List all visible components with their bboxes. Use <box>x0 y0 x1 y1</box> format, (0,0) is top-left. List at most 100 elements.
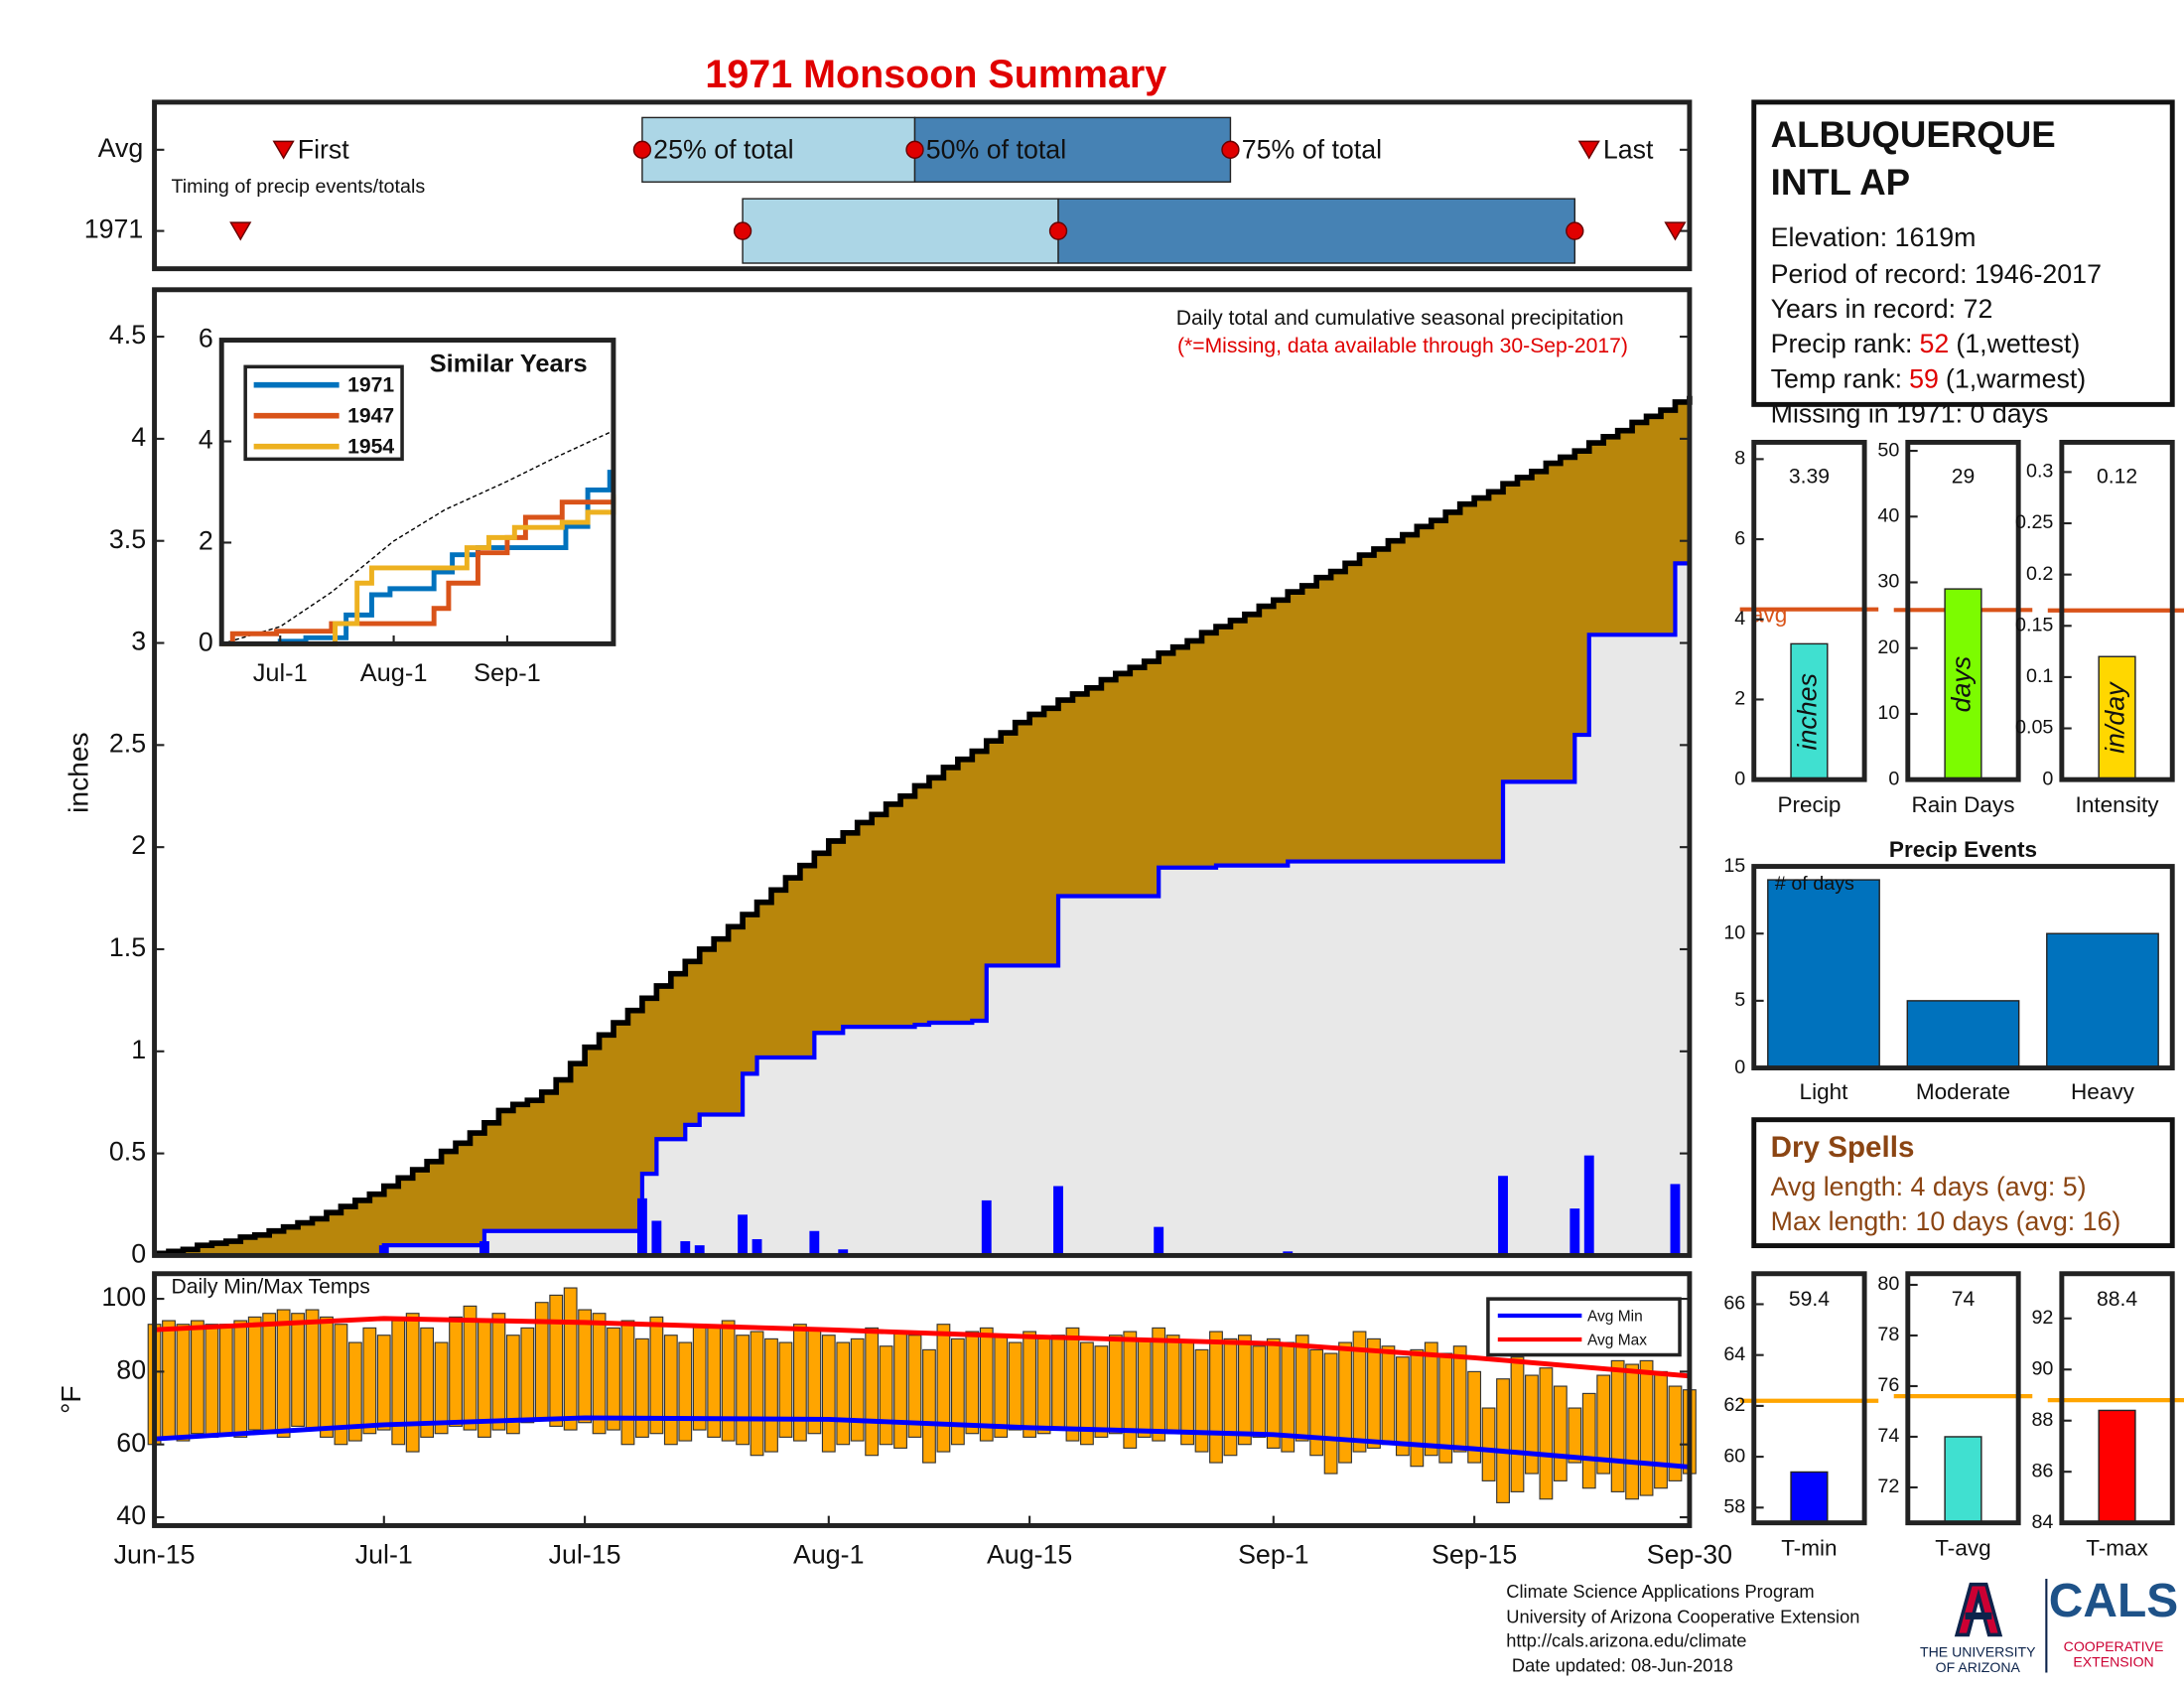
daily-bar <box>651 1220 662 1256</box>
dry-spells-max: Max length: 10 days (avg: 16) <box>1771 1206 2121 1236</box>
event-marker <box>1577 140 1600 160</box>
legend-label: 1947 <box>347 405 394 428</box>
temp-range-bar <box>520 1327 535 1424</box>
y-tick-label: 3 <box>131 627 146 656</box>
annotation: Daily Min/Max Temps <box>171 1275 369 1298</box>
event-marker <box>272 140 295 160</box>
legend-label: 1971 <box>347 374 394 397</box>
value-label: 88.4 <box>2097 1288 2137 1311</box>
rank-label: Temp rank: <box>1771 363 1902 393</box>
temp-range-bar <box>434 1341 449 1435</box>
bar <box>2046 932 2159 1069</box>
footer-line: University of Arizona Cooperative Extens… <box>1506 1606 1859 1626</box>
station-box: ALBUQUERQUE INTL AP Elevation: 1619m Per… <box>1751 99 2175 429</box>
temp-range-bar <box>836 1341 851 1446</box>
y-tick-label: 78 <box>1877 1324 1899 1345</box>
y-tick-label: 40 <box>1877 504 1899 526</box>
annotation: # of days <box>1775 873 1854 895</box>
temp-range-bar <box>1309 1348 1324 1457</box>
avg-temp-line <box>154 1316 1691 1379</box>
value-label: 29 <box>1952 465 1976 488</box>
temp-range-bar <box>505 1335 520 1435</box>
temp-range-bar <box>1008 1341 1023 1431</box>
station-period: Period of record: 1946-2017 <box>1771 259 2102 289</box>
y-tick-label: 0 <box>131 1239 146 1269</box>
daily-bar <box>1570 1208 1580 1256</box>
y-tick-label: 72 <box>1877 1476 1899 1497</box>
x-tick-label: Sep-30 <box>1647 1540 1732 1570</box>
y-tick-label: 4.5 <box>109 320 146 350</box>
temp-range-bar <box>1481 1407 1496 1481</box>
x-tick-label: Light <box>1800 1079 1849 1104</box>
bar <box>1944 1436 1982 1524</box>
y-axis-label: inches <box>62 732 93 812</box>
y-tick-label: 0 <box>1734 1056 1745 1078</box>
plot-frame <box>1751 864 2175 1071</box>
value-label: 0.12 <box>2097 465 2137 488</box>
x-axis-label: T-max <box>2086 1535 2148 1560</box>
ua-logo <box>1965 1612 1992 1619</box>
rank-value: 59 <box>1909 363 1939 393</box>
quartile-box <box>1057 198 1575 264</box>
station-years: Years in record: 72 <box>1771 294 1993 324</box>
chart-title: 1971 Monsoon Summary <box>705 53 1166 96</box>
temp-range-bar <box>1568 1407 1582 1464</box>
y-tick-label: 60 <box>1723 1445 1745 1467</box>
y-tick-label: 2 <box>199 526 213 556</box>
y-tick-label: 0.25 <box>2015 511 2053 533</box>
rank-note: (1,wettest) <box>1956 329 2080 358</box>
footer: Climate Science Applications Program Uni… <box>1506 1581 1859 1676</box>
x-axis-label: T-min <box>1781 1535 1837 1560</box>
y-tick-label: 1.5 <box>109 932 146 962</box>
y-tick-label: 4 <box>1734 608 1745 630</box>
total-marker <box>905 140 924 159</box>
cumulative-area <box>154 563 1690 1256</box>
daily-bar <box>1053 1186 1063 1256</box>
temp-range-bar <box>1367 1337 1381 1449</box>
daily-bar <box>680 1241 691 1256</box>
temp-range-bar <box>1165 1335 1180 1435</box>
temp-range-bar <box>1209 1331 1223 1464</box>
temp-range-bar <box>1525 1374 1539 1475</box>
temp-range-bar <box>1654 1370 1668 1489</box>
daily-bar <box>479 1241 489 1256</box>
ua-logo-text: OF ARIZONA <box>1936 1659 2021 1675</box>
y-tick-label: 4 <box>199 425 213 455</box>
temp-range-bar <box>1023 1331 1037 1438</box>
temp-range-bar <box>1539 1367 1554 1500</box>
temp-range-bar <box>1036 1337 1051 1435</box>
reference-label: avg <box>1751 603 1787 628</box>
missing-note: (*=Missing, data available through 30-Se… <box>1177 335 1628 357</box>
y-tick-label: 0.2 <box>2026 563 2053 585</box>
y-tick-label: 60 <box>116 1428 146 1458</box>
station-elevation: Elevation: 1619m <box>1771 222 1977 252</box>
temp-range-bar <box>1395 1356 1410 1457</box>
cals-logo-text: COOPERATIVE <box>2064 1638 2164 1654</box>
plot-frame <box>152 1271 1693 1528</box>
bar <box>2098 1409 2136 1524</box>
y-tick-label: 2 <box>131 830 146 860</box>
temp-range-bar <box>663 1335 678 1446</box>
bar <box>1767 879 1880 1069</box>
bar-unit-label: inches <box>1793 673 1823 750</box>
temp-range-bar <box>578 1309 593 1424</box>
total-marker <box>1566 221 1584 240</box>
total-marker <box>733 221 752 240</box>
value-label: 3.39 <box>1789 465 1830 488</box>
event-marker <box>229 221 252 241</box>
y-tick-label: 1 <box>131 1035 146 1064</box>
temp-range-bar <box>879 1345 893 1446</box>
temp-range-bar <box>692 1324 707 1431</box>
event-marker <box>1664 221 1687 241</box>
value-label: 59.4 <box>1789 1288 1830 1311</box>
marker-label: Last <box>1603 134 1654 164</box>
temp-range-bar <box>1581 1392 1596 1489</box>
y-tick-label: 0.3 <box>2026 461 2053 483</box>
missing-days: Missing in 1971: 0 days <box>1771 399 2049 429</box>
temp-range-bar <box>1295 1335 1309 1442</box>
temp-range-bar <box>1452 1345 1467 1453</box>
y-tick-label: 50 <box>1877 439 1899 461</box>
x-axis-label: Rain Days <box>1911 792 2014 817</box>
legend-label: 1954 <box>347 436 394 459</box>
quartile-box <box>913 116 1232 183</box>
